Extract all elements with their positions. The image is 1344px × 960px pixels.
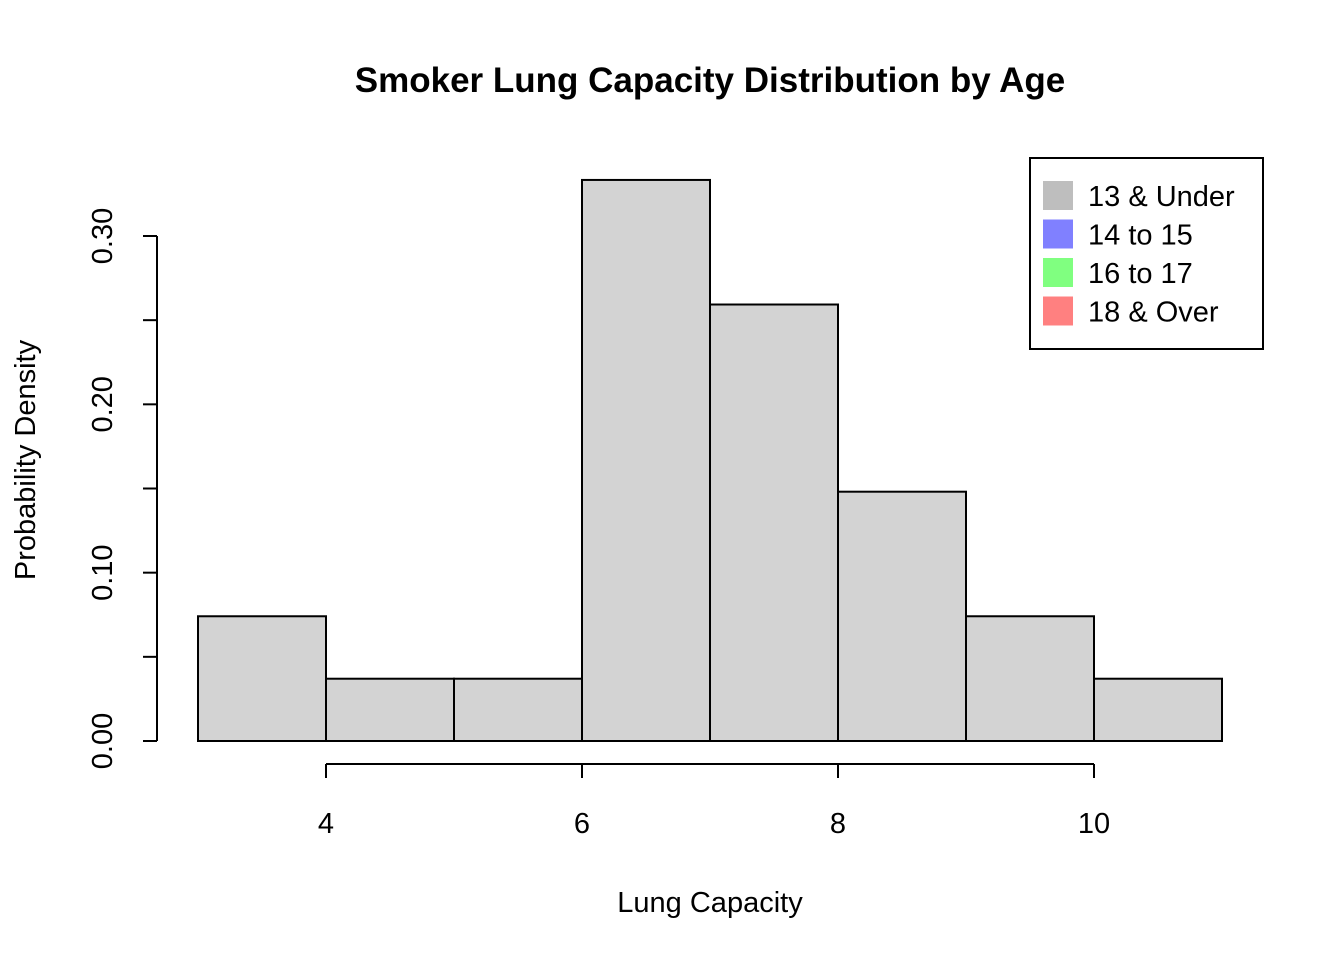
x-tick-label-2: 6 — [574, 808, 590, 840]
legend-swatch-4 — [1043, 296, 1073, 326]
y-axis-label: Probability Density — [10, 339, 42, 580]
x-tick-label-4: 10 — [1078, 808, 1110, 840]
histogram-bar-5 — [709, 303, 839, 742]
x-tick-label-3: 8 — [830, 808, 846, 840]
y-tick-label-4: 0.30 — [87, 208, 119, 264]
histogram-bar-7 — [965, 615, 1095, 743]
legend-label-3: 16 to 17 — [1088, 258, 1193, 290]
histogram-bar-6 — [837, 490, 967, 742]
y-tick-label-1: 0.00 — [87, 713, 119, 769]
y-tick-label-2: 0.10 — [87, 544, 119, 600]
x-axis-label: Lung Capacity — [617, 887, 803, 919]
legend-swatch-3 — [1043, 258, 1073, 287]
legend: 13 & Under 14 to 15 16 to 17 18 & Over — [1029, 157, 1264, 350]
histogram-bar-4 — [581, 178, 711, 742]
legend-label-2: 14 to 15 — [1088, 220, 1193, 252]
x-axis: 4 6 8 10 — [318, 763, 1110, 840]
x-tick-label-1: 4 — [318, 808, 334, 840]
legend-swatch-1 — [1043, 181, 1073, 210]
histogram-bar-3 — [453, 677, 583, 743]
histogram-bar-1 — [197, 615, 327, 743]
y-tick-label-3: 0.20 — [87, 376, 119, 432]
chart-title: Smoker Lung Capacity Distribution by Age — [355, 61, 1065, 100]
histogram-bar-8 — [1093, 677, 1223, 743]
legend-swatch-2 — [1043, 219, 1073, 249]
histogram-bar-2 — [325, 677, 455, 743]
legend-label-1: 13 & Under — [1088, 181, 1235, 213]
y-axis: 0.00 0.10 0.20 0.30 — [87, 208, 158, 769]
legend-label-4: 18 & Over — [1088, 297, 1219, 329]
histogram-bars — [197, 178, 1223, 743]
